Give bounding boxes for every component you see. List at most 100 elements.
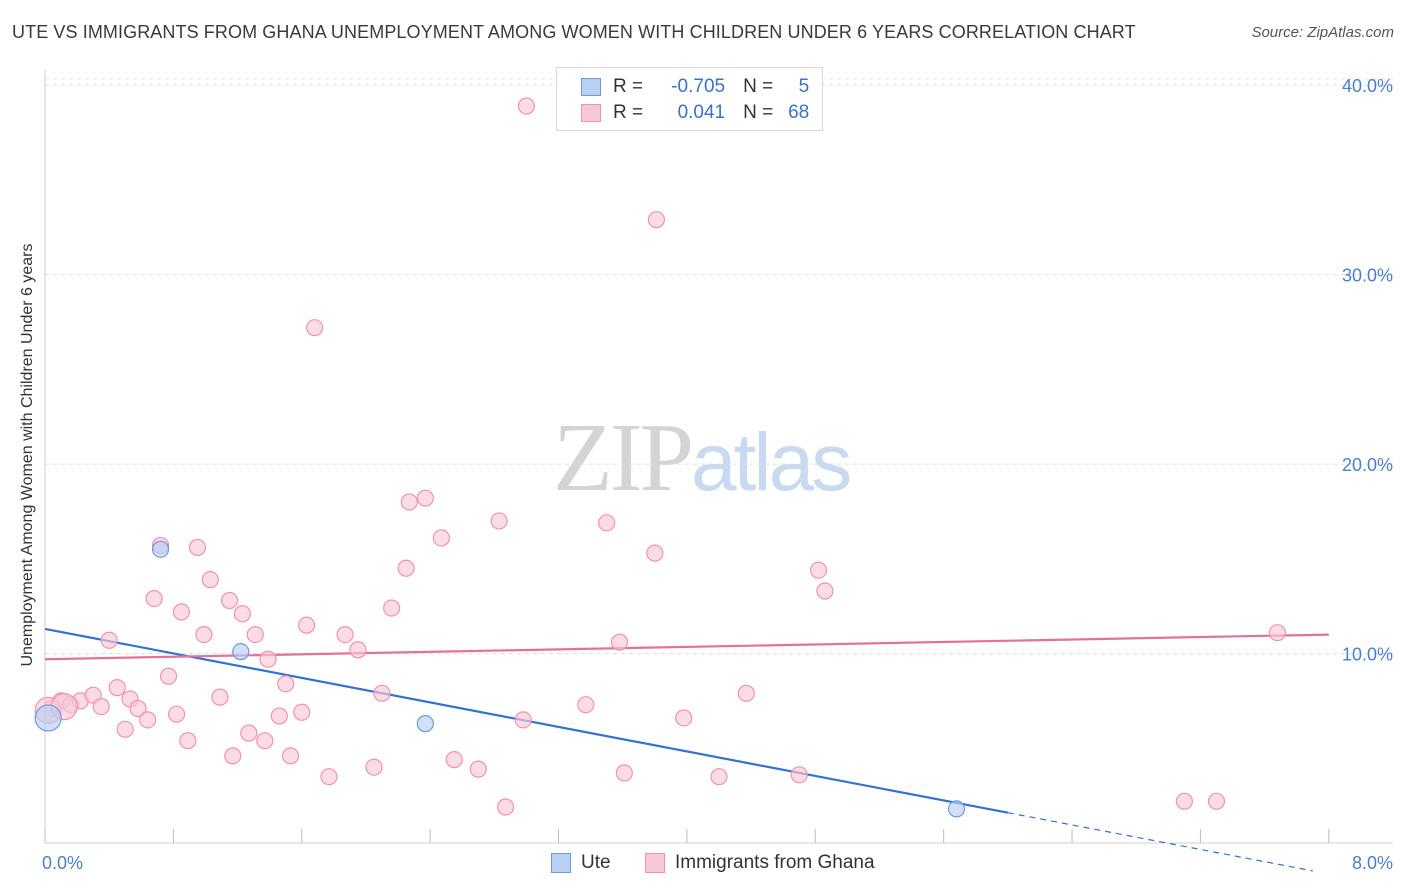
ghana-n-value: 68 (788, 102, 810, 123)
ghana-point (790, 766, 808, 784)
ghana-point (159, 667, 178, 685)
ute-point (34, 704, 62, 732)
n-label: N = (743, 76, 774, 97)
ghana-point (211, 688, 229, 706)
ghana-point (373, 684, 391, 702)
ghana-point (432, 529, 450, 547)
ghana-point (496, 798, 515, 816)
ghana-point (116, 720, 134, 738)
ghana-point (610, 633, 629, 651)
ghana-point (490, 512, 508, 530)
series-legend: Ute Immigrants from Ghana (0, 852, 1406, 878)
ghana-point (336, 625, 354, 644)
ghana-point (92, 697, 110, 716)
ghana-point (201, 571, 219, 589)
ghana-point (710, 768, 728, 786)
legend-item-ghana: Immigrants from Ghana (645, 852, 875, 874)
ghana-point (469, 760, 487, 778)
ghana-point (100, 631, 118, 649)
ghana-point (1207, 792, 1226, 810)
ute-n-value: 5 (798, 76, 810, 97)
watermark: ZIPatlas (553, 400, 852, 514)
ute-r-value: -0.705 (671, 76, 726, 97)
y-tick-label: 20.0% (1342, 455, 1393, 475)
ghana-point (1268, 624, 1287, 642)
ghana-swatch (581, 104, 601, 122)
ghana-point (517, 97, 536, 115)
tick-labels: 10.0% 20.0% 30.0% 40.0% 0.0% 8.0% (42, 76, 1393, 873)
ghana-point (293, 703, 311, 721)
ghana-point (129, 699, 147, 718)
ghana-point (416, 489, 434, 507)
ghana-point (383, 599, 401, 617)
ghana-point (246, 625, 264, 644)
ghana-point (297, 616, 316, 634)
ghana-point (646, 544, 664, 562)
ghana-point (195, 625, 213, 644)
ghana-point (320, 768, 338, 786)
ghana-point (577, 696, 595, 714)
chart-title: UTE VS IMMIGRANTS FROM GHANA UNEMPLOYMEN… (12, 22, 1136, 42)
ghana-point (179, 732, 197, 750)
ghana-point (737, 684, 755, 702)
ghana-point (108, 679, 126, 697)
ghana-point (365, 758, 383, 776)
watermark-zip: ZIP (553, 404, 694, 512)
ghana-point (598, 514, 616, 532)
ghana-point (188, 538, 207, 557)
ghana-point (514, 711, 532, 729)
ute-point (947, 800, 966, 818)
ghana-point (306, 319, 324, 337)
ghana-point (809, 561, 828, 579)
n-label: N = (743, 102, 774, 123)
ghana-point (277, 675, 295, 693)
ute-trend-extension (1007, 812, 1313, 872)
ghana-point (675, 709, 693, 727)
legend-row-ute: R = -0.705 N = 5 (581, 75, 809, 99)
x-tick-label: 0.0% (42, 853, 83, 873)
watermark-atlas: atlas (691, 417, 852, 508)
ghana-point (233, 605, 251, 623)
ghana-point (172, 603, 191, 621)
ghana-point (397, 559, 415, 577)
legend-label-ute: Ute (581, 852, 611, 873)
ghana-legend-swatch (645, 853, 665, 873)
ghana-point (220, 591, 239, 610)
y-tick-label: 10.0% (1342, 645, 1393, 665)
ute-point (416, 715, 434, 733)
ghana-point (281, 747, 300, 765)
ute-point (232, 643, 250, 661)
ghana-point (400, 493, 418, 511)
ute-legend-swatch (551, 853, 571, 873)
gridlines (45, 78, 1393, 655)
r-label: R = (613, 76, 644, 97)
y-tick-label: 40.0% (1342, 76, 1393, 96)
ghana-trend-line (44, 633, 1329, 661)
ghana-point (615, 764, 633, 782)
correlation-legend: R = -0.705 N = 5 R = 0.041 N = 68 (556, 67, 823, 131)
ghana-point (167, 705, 186, 723)
legend-row-ghana: R = 0.041 N = 68 (581, 101, 809, 125)
source-label: Source: ZipAtlas.com (1251, 24, 1394, 41)
ghana-point (256, 732, 274, 750)
ghana-point (647, 211, 666, 229)
ute-swatch (581, 78, 601, 96)
x-tick-label: 8.0% (1352, 853, 1393, 873)
legend-label-ghana: Immigrants from Ghana (675, 852, 875, 873)
ghana-point (139, 711, 157, 729)
y-tick-label: 30.0% (1342, 266, 1393, 286)
ghana-point (445, 751, 463, 769)
r-label: R = (613, 102, 644, 123)
ghana-point (259, 650, 277, 668)
ghana-point (270, 707, 288, 725)
ghana-point (816, 582, 834, 600)
ghana-point (145, 589, 163, 608)
ghana-point (240, 724, 258, 742)
legend-item-ute: Ute (551, 852, 611, 874)
ute-point (151, 540, 170, 558)
ghana-point (1175, 792, 1193, 810)
data-points (34, 97, 1287, 818)
ghana-point (349, 641, 367, 659)
ghana-r-value: 0.041 (677, 102, 726, 123)
